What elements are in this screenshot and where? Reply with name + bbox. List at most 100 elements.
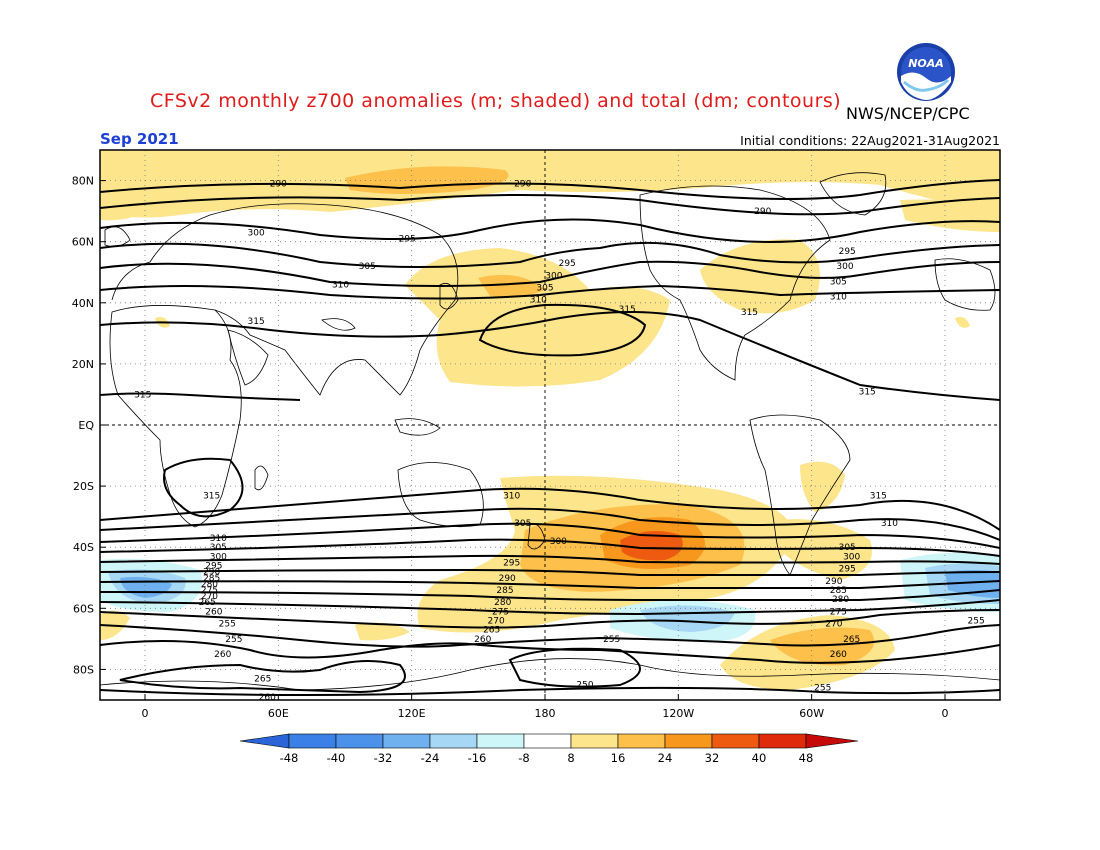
contour-label: 310 [332,280,349,290]
forecast-month: Sep 2021 [100,130,179,148]
longitude-label: 60W [799,707,824,720]
contour-label: 295 [205,562,222,572]
colorbar-tick-label: 24 [658,751,673,765]
contour-label: 315 [870,491,887,501]
contour-label: 255 [225,635,242,645]
latitude-label: 20N [72,358,94,371]
height-contours [100,179,1000,696]
contour-label: 295 [559,259,576,269]
latitude-label: 60N [72,236,94,249]
contour-label: 315 [134,390,151,400]
latitude-label: 20S [73,480,94,493]
contour-label: 270 [825,620,842,630]
contour-label: 290 [825,577,842,587]
colorbar-max-arrow [805,733,859,749]
colorbar-min-arrow [239,733,290,749]
colorbar-segment [758,733,807,749]
colorbar-segment [570,733,619,749]
colorbar-segment [476,733,525,749]
contour-label: 285 [496,586,513,596]
contour-label: 310 [530,296,547,306]
colorbar-tick-label: 16 [611,751,626,765]
contour-label: 315 [859,387,876,397]
contour-label: 280 [832,595,849,605]
chart-title: CFSv2 monthly z700 anomalies (m; shaded)… [150,90,842,112]
contour-label: 255 [603,635,620,645]
contour-label: 315 [203,491,220,501]
colorbar-segment [523,733,572,749]
contour-label: 275 [830,607,847,617]
coastlines [100,172,1000,691]
noaa-logo-icon: NOAA [897,43,955,101]
latitude-label: 40S [73,541,94,554]
longitude-label: 120E [398,707,426,720]
latitude-label: 40N [72,297,94,310]
latitude-label: 60S [73,602,94,615]
contour-label: 300 [545,271,562,281]
contour-label: 300 [550,537,567,547]
contour-label: 255 [219,620,236,630]
colorbar-tick-label: -40 [327,751,346,765]
colorbar-segment [382,733,431,749]
contour-label: 280 [201,580,218,590]
contour-label: 315 [619,305,636,315]
contour-label: 310 [881,519,898,529]
contour-label: 315 [248,317,265,327]
contour-label: 260 [474,635,491,645]
contour-label: 260 [214,650,231,660]
contour-label: 290 [754,207,771,217]
contour-label: 295 [839,565,856,575]
contour-label: 270 [201,592,218,602]
contour-label: 280 [494,598,511,608]
contour-label: 300 [248,229,265,239]
latitude-labels: 80N 60N 40N 20N EQ 20S 40S 60S 80S [72,175,106,676]
contour-label: 285 [203,574,220,584]
contour-label: 265 [843,635,860,645]
contour-label: 305 [514,519,531,529]
contour-label: 300 [836,262,853,272]
longitude-label: 120W [662,707,694,720]
colorbar-segment [288,733,337,749]
contour-label: 265 [483,626,500,636]
contour-label: 270 [488,617,505,627]
colorbar-tick-label: 48 [799,751,814,765]
contour-label: 290 [499,574,516,584]
contour-label: 300 [210,552,227,562]
contour-label: 310 [503,491,520,501]
colorbar-tick-label: -32 [374,751,393,765]
contour-label: 305 [830,277,847,287]
colorbar-tick-label: 40 [752,751,767,765]
longitude-label: 180 [534,707,555,720]
colorbar-segment [335,733,384,749]
contour-label: 290 [270,180,287,190]
logo-text: NOAA [908,57,944,70]
contour-label: 265 [254,675,271,685]
contour-label: 305 [210,543,227,553]
contour-label: 290 [514,180,531,190]
longitude-label: 60E [268,707,289,720]
gridlines [100,150,1000,700]
contour-label: 260 [259,693,276,703]
contour-label: 285 [830,586,847,596]
contour-label: 260 [205,607,222,617]
contour-label: 295 [503,558,520,568]
contour-label: 290 [203,568,220,578]
contour-label: 295 [839,247,856,257]
contour-label: 305 [839,543,856,553]
colorbar-tick-label: -24 [421,751,440,765]
latitude-label: EQ [78,419,94,432]
contour-label: 305 [359,262,376,272]
longitude-label: 0 [941,707,948,720]
contour-label: 250 [576,681,593,691]
contour-label: 255 [814,684,831,694]
colorbar: -48 -40 -32 -24 -16 -8 8 16 24 32 40 48 [239,733,859,765]
longitude-label: 0 [142,707,149,720]
latitude-label: 80S [73,663,94,676]
initial-conditions: Initial conditions: 22Aug2021-31Aug2021 [740,133,1000,148]
agency-label: NWS/NCEP/CPC [846,104,970,123]
colorbar-segment [429,733,478,749]
contour-label: 310 [210,534,227,544]
contour-label: 275 [492,607,509,617]
contour-label: 315 [741,308,758,318]
colorbar-tick-label: 32 [705,751,720,765]
